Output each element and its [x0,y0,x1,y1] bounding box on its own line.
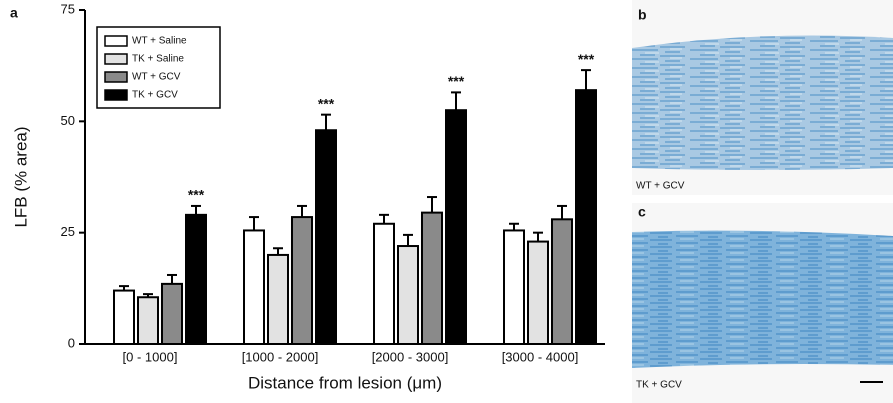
significance-label: *** [188,187,205,203]
micrograph-caption: WT + GCV [636,181,685,192]
bar [137,296,159,345]
bar [397,245,419,346]
micrograph-c [632,230,893,368]
bar [243,229,265,345]
micrograph-label: b [638,7,647,23]
y-tick-label: 50 [61,113,75,128]
y-tick-label: 25 [61,224,75,239]
legend-swatch [104,53,128,65]
bar [575,89,597,345]
y-tick-label: 0 [68,335,75,350]
legend-swatch [104,89,128,101]
legend-label: TK + Saline [132,54,184,65]
significance-label: *** [448,73,465,89]
bar [185,213,207,345]
legend-swatch [104,35,128,47]
x-tick-label: [0 - 1000] [123,349,178,364]
bar [445,109,467,345]
bar [267,253,289,345]
significance-label: *** [578,51,595,67]
legend-swatch [104,71,128,83]
legend-label: WT + GCV [132,72,181,83]
plot: 0 25 50 75 [0 - 1000] *** [1000 - 2000] *** [200… [61,1,605,364]
bar [421,211,443,345]
x-axis-title: Distance from lesion (μm) [248,373,442,392]
bar [161,282,183,346]
legend-label: TK + GCV [132,90,178,101]
significance-label: *** [318,95,335,111]
bar [373,222,395,345]
micrograph-b [632,35,893,171]
x-tick-label: [3000 - 4000] [502,349,579,364]
x-tick-label: [1000 - 2000] [242,349,319,364]
y-tick-label: 75 [61,1,75,16]
bar [315,129,337,345]
micrograph-caption: TK + GCV [636,380,682,391]
panel-label: a [10,5,18,21]
legend-label: WT + Saline [132,36,187,47]
bar [291,216,313,345]
bar [527,240,549,345]
bar [551,218,573,346]
y-axis-title: LFB (% area) [11,126,30,227]
micrograph-label: c [638,204,646,220]
bar [503,229,525,345]
x-tick-label: [2000 - 3000] [372,349,449,364]
bar [113,289,135,345]
